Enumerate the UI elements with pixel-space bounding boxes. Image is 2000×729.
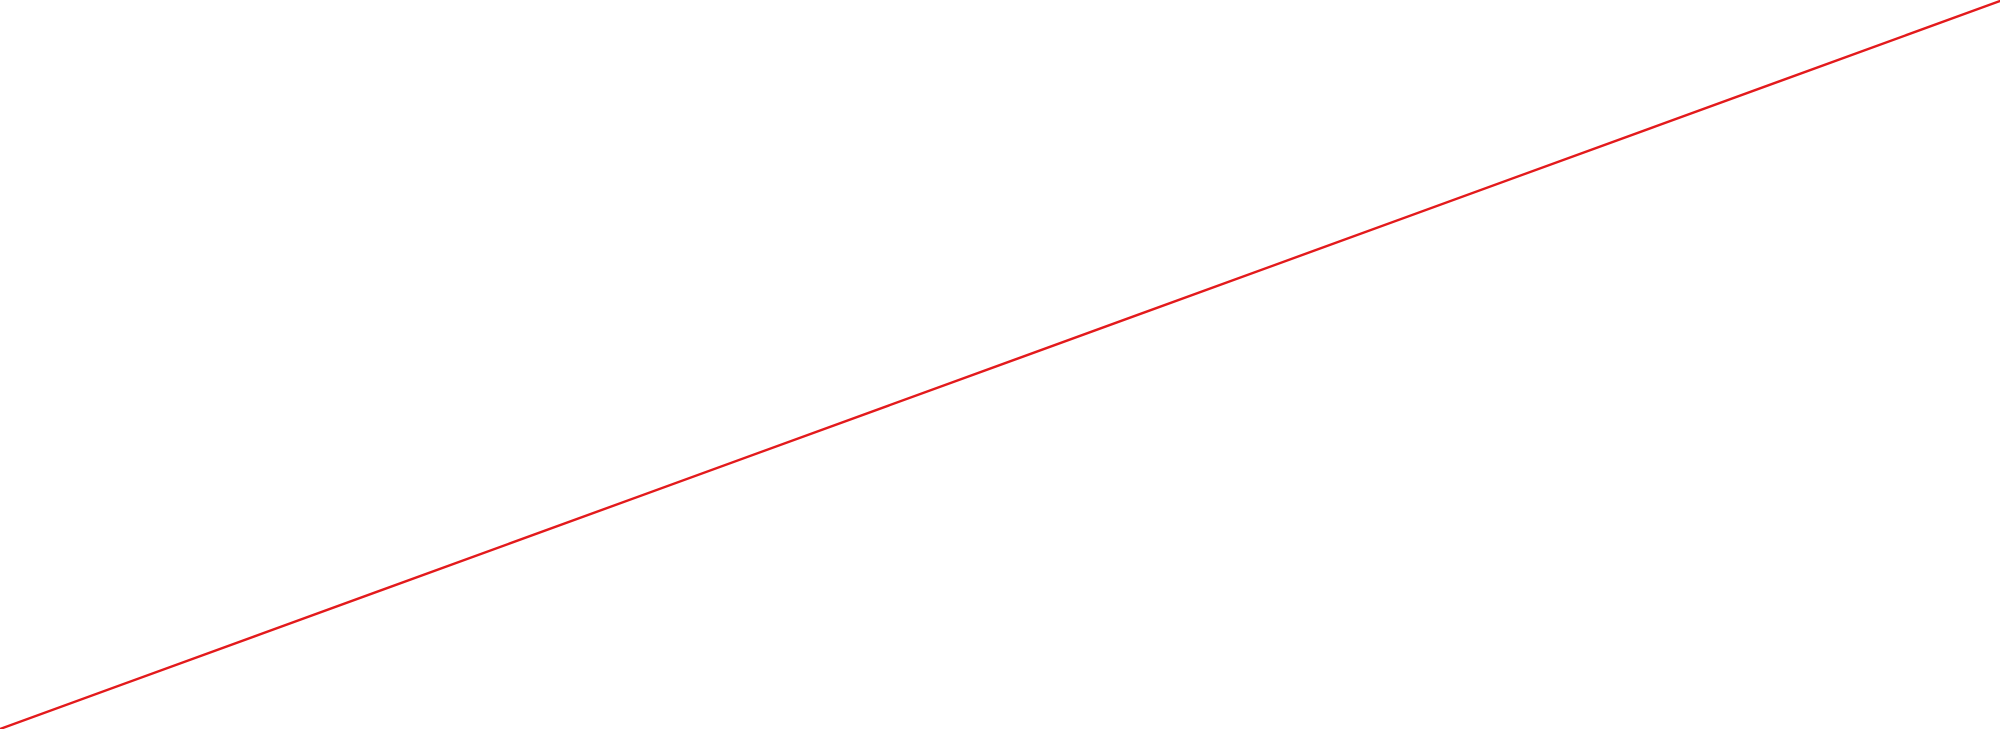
drawing-canvas (0, 0, 2000, 729)
diagonal-line (0, 0, 2000, 729)
